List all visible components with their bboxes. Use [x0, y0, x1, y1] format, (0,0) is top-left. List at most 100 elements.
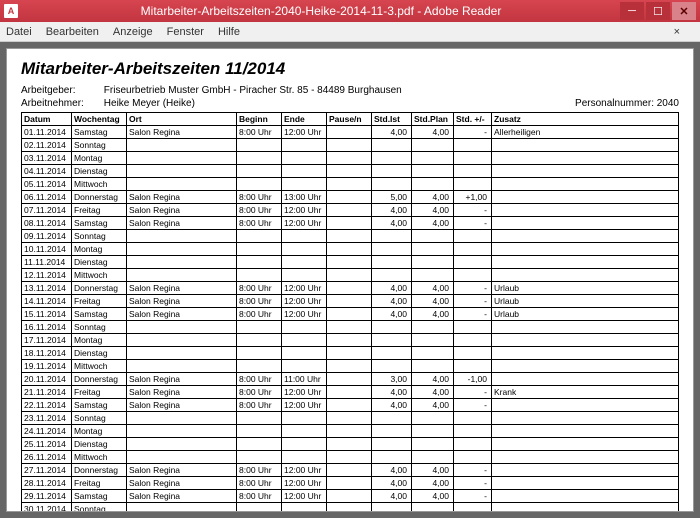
table-cell — [282, 230, 327, 243]
table-cell — [282, 438, 327, 451]
menu-anzeige[interactable]: Anzeige — [113, 26, 153, 38]
table-cell — [492, 412, 679, 425]
table-cell: 4,00 — [412, 204, 454, 217]
table-cell — [237, 243, 282, 256]
table-cell: Salon Regina — [127, 308, 237, 321]
table-cell: 12:00 Uhr — [282, 464, 327, 477]
menu-hilfe[interactable]: Hilfe — [218, 26, 240, 38]
table-cell — [237, 139, 282, 152]
timesheet-table: DatumWochentagOrtBeginnEndePause/nStd.Is… — [21, 112, 679, 512]
table-cell: 4,00 — [372, 490, 412, 503]
table-cell: 4,00 — [412, 191, 454, 204]
table-cell: Freitag — [72, 477, 127, 490]
menu-fenster[interactable]: Fenster — [167, 26, 204, 38]
table-cell: 4,00 — [412, 490, 454, 503]
table-cell: Montag — [72, 334, 127, 347]
table-cell — [327, 282, 372, 295]
close-button[interactable]: ✕ — [672, 2, 696, 20]
table-row: 15.11.2014SamstagSalon Regina8:00 Uhr12:… — [22, 308, 679, 321]
table-cell — [412, 412, 454, 425]
table-cell — [327, 269, 372, 282]
table-cell — [327, 477, 372, 490]
table-cell — [282, 152, 327, 165]
table-cell — [492, 451, 679, 464]
col-header: Beginn — [237, 113, 282, 126]
table-cell — [492, 425, 679, 438]
table-cell — [327, 347, 372, 360]
table-cell: 4,00 — [372, 295, 412, 308]
table-cell: 3,00 — [372, 373, 412, 386]
table-cell: Dienstag — [72, 256, 127, 269]
table-cell: 8:00 Uhr — [237, 126, 282, 139]
table-cell: 12.11.2014 — [22, 269, 72, 282]
table-cell — [327, 295, 372, 308]
table-row: 27.11.2014DonnerstagSalon Regina8:00 Uhr… — [22, 464, 679, 477]
table-row: 18.11.2014Dienstag — [22, 347, 679, 360]
table-cell — [412, 243, 454, 256]
col-header: Datum — [22, 113, 72, 126]
table-cell — [127, 256, 237, 269]
table-cell — [372, 230, 412, 243]
table-cell — [327, 425, 372, 438]
table-cell — [282, 360, 327, 373]
table-row: 21.11.2014FreitagSalon Regina8:00 Uhr12:… — [22, 386, 679, 399]
table-cell: 8:00 Uhr — [237, 386, 282, 399]
table-cell: 14.11.2014 — [22, 295, 72, 308]
table-row: 03.11.2014Montag — [22, 152, 679, 165]
table-cell: 15.11.2014 — [22, 308, 72, 321]
table-cell: 8:00 Uhr — [237, 490, 282, 503]
table-cell: 12:00 Uhr — [282, 295, 327, 308]
table-cell — [372, 412, 412, 425]
table-cell — [282, 347, 327, 360]
col-header: Ende — [282, 113, 327, 126]
table-cell — [237, 230, 282, 243]
table-cell — [454, 152, 492, 165]
table-cell — [327, 334, 372, 347]
table-cell — [127, 230, 237, 243]
table-cell — [454, 269, 492, 282]
table-cell — [492, 464, 679, 477]
table-cell — [282, 178, 327, 191]
table-cell — [127, 178, 237, 191]
table-cell — [327, 386, 372, 399]
table-cell: Salon Regina — [127, 295, 237, 308]
table-cell — [412, 139, 454, 152]
table-cell: - — [454, 464, 492, 477]
table-cell — [412, 269, 454, 282]
menu-datei[interactable]: Datei — [6, 26, 32, 38]
table-cell — [282, 243, 327, 256]
table-cell — [492, 191, 679, 204]
table-cell: +1,00 — [454, 191, 492, 204]
table-cell: - — [454, 204, 492, 217]
table-cell — [327, 178, 372, 191]
table-cell — [412, 256, 454, 269]
table-cell — [412, 230, 454, 243]
table-cell: 26.11.2014 — [22, 451, 72, 464]
table-cell: 22.11.2014 — [22, 399, 72, 412]
table-cell: 12:00 Uhr — [282, 126, 327, 139]
table-cell — [282, 425, 327, 438]
table-cell — [327, 243, 372, 256]
table-cell: 4,00 — [372, 217, 412, 230]
minimize-button[interactable]: ─ — [620, 2, 644, 20]
table-cell: Urlaub — [492, 308, 679, 321]
table-row: 11.11.2014Dienstag — [22, 256, 679, 269]
table-cell — [237, 256, 282, 269]
table-cell: Samstag — [72, 308, 127, 321]
table-cell — [237, 438, 282, 451]
table-cell: - — [454, 295, 492, 308]
table-cell — [492, 256, 679, 269]
menu-bearbeiten[interactable]: Bearbeiten — [46, 26, 99, 38]
col-header: Ort — [127, 113, 237, 126]
table-cell: Allerheiligen — [492, 126, 679, 139]
table-cell: Donnerstag — [72, 282, 127, 295]
table-cell: Salon Regina — [127, 217, 237, 230]
table-cell: Salon Regina — [127, 373, 237, 386]
maximize-button[interactable]: ☐ — [646, 2, 670, 20]
table-cell: Donnerstag — [72, 373, 127, 386]
panel-close-button[interactable]: × — [674, 26, 680, 38]
table-cell: 17.11.2014 — [22, 334, 72, 347]
table-cell — [237, 334, 282, 347]
col-header: Std.Plan — [412, 113, 454, 126]
table-cell: Montag — [72, 243, 127, 256]
